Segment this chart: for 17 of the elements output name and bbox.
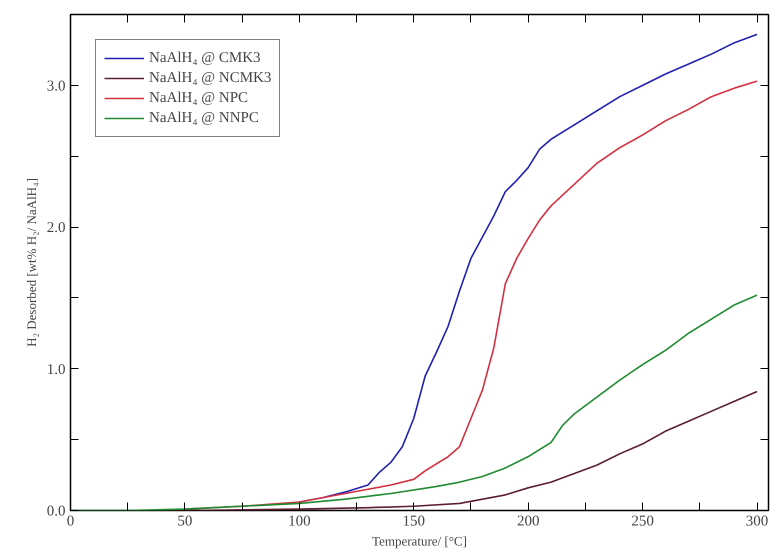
legend-label: NaAlH₄ @ NNPC [149, 109, 259, 127]
text: 0.0 [46, 504, 66, 520]
x-tick-label: 50 [177, 514, 192, 530]
x-tick-label: 200 [516, 514, 540, 530]
y-axis-title: H₂ Desorbed [wt% H₂/ NaAlH₄] [24, 178, 39, 347]
x-tick-label: 300 [746, 514, 768, 530]
x-tick-label: 150 [402, 514, 426, 530]
x-tick-label: 0 [66, 514, 74, 530]
legend-label: NaAlH₄ @ NPC [149, 89, 248, 107]
y-tick-label: 2.0 [46, 220, 66, 236]
y-tick-label: 1.0 [46, 362, 66, 378]
x-tick-label: 100 [288, 514, 311, 530]
x-axis-title: Temperature/ [°C] [372, 534, 467, 548]
legend-label: NaAlH₄ @ NCMK3 [149, 69, 272, 87]
legend-label: NaAlH₄ @ CMK3 [149, 49, 261, 67]
y-tick-label: 3.0 [46, 78, 66, 94]
x-tick-label: 250 [631, 514, 654, 530]
